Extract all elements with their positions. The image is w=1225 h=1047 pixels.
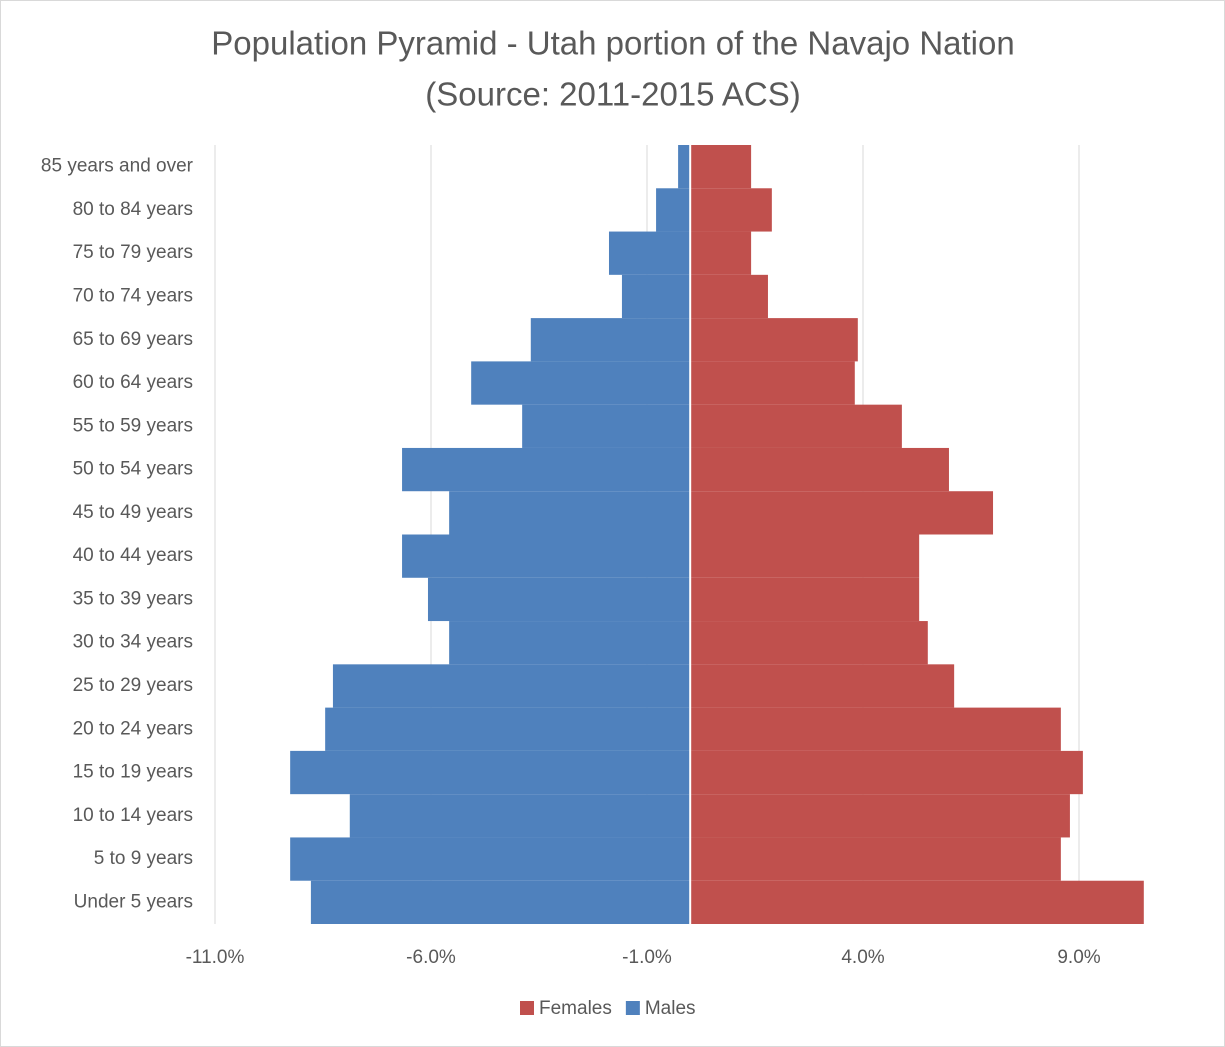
bar [691, 534, 920, 578]
bar [691, 837, 1061, 881]
bar [691, 447, 949, 492]
y-tick-label: 20 to 24 years [73, 718, 193, 739]
legend-swatch [625, 1001, 640, 1015]
bar [290, 837, 690, 881]
y-tick-label: 50 to 54 years [73, 459, 193, 480]
bar [522, 404, 690, 448]
x-tick-label: 9.0% [1057, 947, 1100, 968]
bar [691, 621, 928, 665]
bar [691, 231, 752, 275]
bar [449, 491, 690, 535]
y-tick-label: 65 to 69 years [73, 329, 193, 350]
bar [691, 880, 1144, 924]
bar [325, 707, 690, 751]
bar [608, 231, 690, 275]
y-tick-label: 80 to 84 years [73, 199, 193, 220]
y-tick-label: 40 to 44 years [73, 545, 193, 566]
y-tick-label: 30 to 34 years [73, 632, 193, 653]
bar [621, 274, 690, 319]
x-tick-label: -1.0% [622, 947, 672, 968]
y-tick-label: 10 to 14 years [73, 805, 193, 826]
legend-swatch [520, 1001, 534, 1015]
bar [691, 404, 902, 448]
bar [310, 880, 690, 924]
y-tick-label: 45 to 49 years [73, 502, 193, 523]
y-tick-label: 35 to 39 years [73, 588, 193, 609]
bar [678, 145, 690, 189]
y-tick-label: 5 to 9 years [94, 848, 193, 869]
bar [530, 318, 690, 362]
y-tick-label: 60 to 64 years [73, 372, 193, 393]
bar [691, 664, 955, 708]
y-tick-label: 75 to 79 years [73, 242, 193, 263]
legend-label: Females [539, 998, 612, 1019]
x-tick-label: -6.0% [406, 947, 456, 968]
x-tick-label: 4.0% [841, 947, 884, 968]
chart-subtitle: (Source: 2011-2015 ACS) [425, 76, 800, 113]
chart-title: Population Pyramid - Utah portion of the… [211, 25, 1014, 62]
y-tick-label: 85 years and over [41, 156, 194, 177]
bar [691, 491, 994, 535]
bar [691, 145, 752, 189]
bar [691, 750, 1083, 795]
bar [691, 577, 920, 622]
bar [471, 361, 690, 405]
bar [691, 188, 772, 232]
bar [332, 664, 690, 708]
y-tick-label: 25 to 29 years [73, 675, 193, 696]
y-tick-label: 70 to 74 years [73, 285, 193, 306]
bar [402, 534, 690, 578]
bar [691, 274, 768, 319]
bar [691, 318, 858, 362]
bar [290, 750, 690, 795]
bar [691, 361, 855, 405]
legend-label: Males [645, 998, 696, 1019]
bar [449, 621, 690, 665]
bar [427, 577, 690, 622]
bar [402, 447, 690, 492]
bar [691, 794, 1070, 838]
bar [349, 794, 690, 838]
x-tick-label: -11.0% [186, 947, 245, 968]
y-tick-label: Under 5 years [74, 891, 193, 912]
y-tick-label: 15 to 19 years [73, 762, 193, 783]
bar [691, 707, 1061, 751]
y-tick-label: 55 to 59 years [73, 415, 193, 436]
bar [656, 188, 690, 232]
